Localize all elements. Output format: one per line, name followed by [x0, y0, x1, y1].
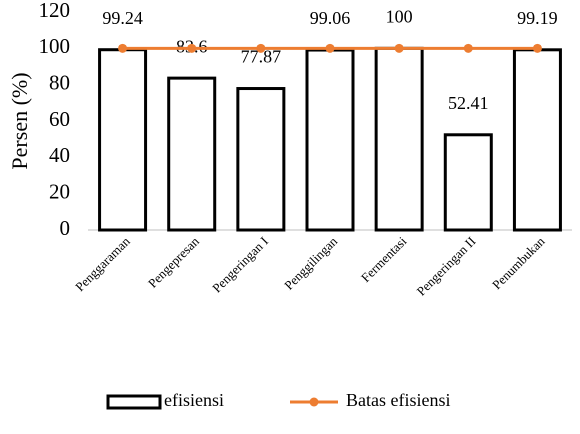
y-tick-label: 40 — [49, 143, 70, 167]
line-marker — [325, 43, 335, 53]
y-tick-label: 0 — [60, 216, 71, 240]
legend-swatch — [106, 394, 162, 410]
data-label: 99.24 — [102, 8, 143, 28]
x-tick-label: Penggaraman — [72, 233, 133, 294]
bar — [512, 48, 562, 232]
y-tick-label: 20 — [49, 179, 70, 203]
y-tick-label: 60 — [49, 107, 70, 131]
y-axis-label: Persen (%) — [7, 72, 32, 169]
legend-label: Batas efisiensi — [346, 390, 450, 410]
x-tick-label: Pengeringan II — [414, 234, 479, 299]
line-marker — [118, 43, 128, 53]
bar — [374, 46, 424, 232]
legend-label: efisiensi — [164, 390, 224, 410]
y-tick-label: 120 — [39, 0, 71, 22]
y-tick-label: 100 — [39, 34, 71, 58]
data-label: 52.41 — [448, 93, 489, 113]
x-tick-label: Pengepresan — [145, 233, 202, 290]
data-label: 77.87 — [241, 47, 282, 67]
data-label: 99.06 — [310, 8, 351, 28]
x-tick-label: Fermentasi — [358, 233, 410, 285]
bar — [305, 48, 355, 232]
line-marker — [394, 43, 404, 53]
x-tick-label: Penumbukan — [489, 233, 548, 292]
data-label: 99.19 — [517, 8, 558, 28]
line-marker — [532, 43, 542, 53]
x-tick-label: Penggilingan — [281, 233, 340, 292]
bar — [236, 87, 286, 232]
data-label: 100 — [386, 6, 413, 26]
x-tick-label: Pengeringan I — [209, 234, 271, 296]
bar — [98, 48, 148, 232]
bar — [443, 133, 493, 232]
line-marker — [187, 43, 197, 53]
y-tick-label: 80 — [49, 70, 70, 94]
line-marker — [463, 43, 473, 53]
line-marker — [256, 43, 266, 53]
legend-marker — [309, 397, 319, 407]
bar — [167, 76, 217, 232]
